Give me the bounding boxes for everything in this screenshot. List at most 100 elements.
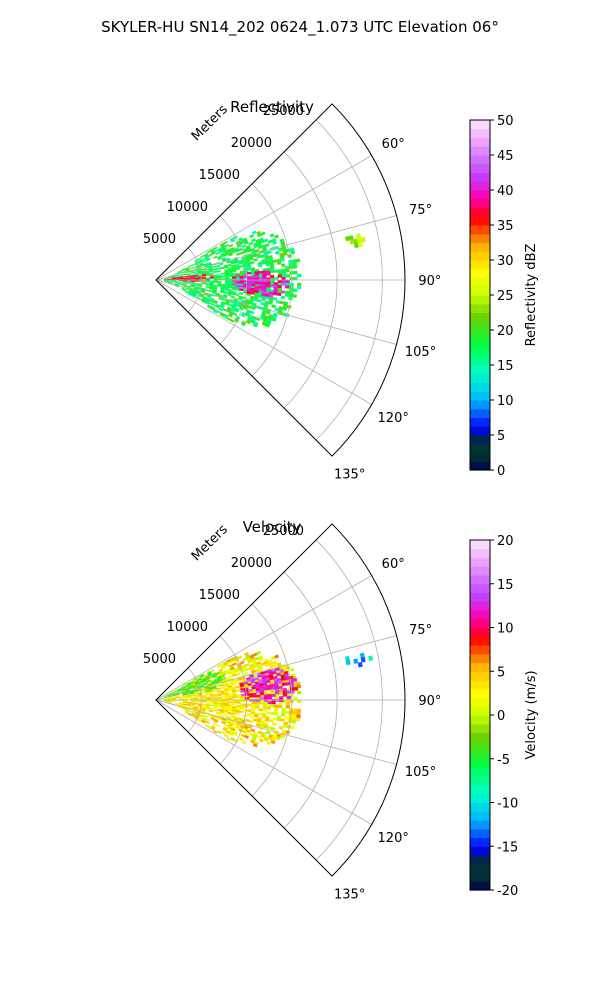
colorbar-tick-label: 35 bbox=[497, 219, 514, 234]
colorbar-band bbox=[470, 671, 490, 681]
colorbar-tick-label: -5 bbox=[497, 753, 510, 768]
colorbar-band bbox=[470, 566, 490, 576]
colorbar-tick-label: 40 bbox=[497, 184, 514, 199]
colorbar-band bbox=[470, 855, 490, 865]
colorbar-band bbox=[470, 225, 490, 235]
sector-frame bbox=[155, 523, 406, 877]
echo-cell-2 bbox=[163, 671, 227, 698]
radial-tick-label: 10000 bbox=[167, 200, 208, 215]
theta-tick-label: 120° bbox=[378, 411, 409, 426]
colorbar-band bbox=[470, 190, 490, 200]
radial-tick-label: 15000 bbox=[199, 588, 240, 603]
radial-axis-label: Meters bbox=[189, 102, 231, 144]
colorbar-band bbox=[470, 233, 490, 244]
azimuth-spoke-3 bbox=[155, 699, 397, 765]
colorbar-tick-label: 5 bbox=[497, 665, 505, 680]
colorbar-band bbox=[470, 303, 490, 314]
colorbar-band bbox=[470, 312, 490, 322]
colorbar-band bbox=[470, 741, 490, 751]
colorbar-tick-label: 50 bbox=[497, 114, 514, 129]
colorbar-tick-label: 0 bbox=[497, 464, 505, 479]
colorbar-band bbox=[470, 758, 490, 769]
colorbar-band bbox=[470, 400, 490, 410]
colorbar-tick-label: -20 bbox=[497, 884, 518, 899]
colorbar-band bbox=[470, 872, 490, 882]
ppi-panel-0: Reflectivity 5000 10000 15000 20000 25000 Mete… bbox=[143, 98, 539, 483]
radial-tick-label: 20000 bbox=[231, 556, 272, 571]
radial-tick-label: 20000 bbox=[231, 136, 272, 151]
colorbar-band bbox=[470, 207, 490, 217]
colorbar-band bbox=[470, 540, 490, 550]
theta-tick-label: 135° bbox=[334, 468, 365, 483]
colorbar-tick-label: -10 bbox=[497, 797, 518, 812]
colorbar-band bbox=[470, 198, 490, 209]
colorbar-band bbox=[470, 146, 490, 156]
radial-tick-label: 10000 bbox=[167, 620, 208, 635]
ppi-panel-1: Velocity 5000 10000 15000 20000 25000 Meters 60… bbox=[143, 518, 539, 903]
azimuth-spoke-0 bbox=[155, 155, 372, 281]
colorbar-band bbox=[470, 347, 490, 357]
radial-tick-label: 5000 bbox=[143, 232, 176, 247]
colorbar-tick-label: 15 bbox=[497, 578, 514, 593]
colorbar-tick-label: -15 bbox=[497, 840, 518, 855]
theta-tick-label: 90° bbox=[418, 694, 441, 709]
colorbar-band bbox=[470, 242, 490, 252]
theta-tick-label: 105° bbox=[405, 345, 436, 360]
colorbar-band bbox=[470, 776, 490, 786]
colorbar-band bbox=[470, 330, 490, 340]
echo-cell-1 bbox=[239, 667, 299, 705]
colorbar-band bbox=[470, 610, 490, 620]
colorbar-band bbox=[470, 260, 490, 270]
radial-tick-label: 25000 bbox=[263, 104, 304, 119]
colorbar-band bbox=[470, 618, 490, 629]
colorbar-band bbox=[470, 575, 490, 585]
colorbar-band bbox=[470, 181, 490, 191]
colorbar-band bbox=[470, 680, 490, 690]
colorbar-band bbox=[470, 461, 490, 471]
colorbar-band bbox=[470, 417, 490, 427]
echo-field bbox=[163, 230, 366, 328]
colorbar-band bbox=[470, 732, 490, 742]
colorbar-tick-label: 5 bbox=[497, 429, 505, 444]
colorbar-band bbox=[470, 268, 490, 279]
colorbar-tick-label: 15 bbox=[497, 359, 514, 374]
echo-cell-3 bbox=[344, 652, 374, 668]
radial-tick-label: 25000 bbox=[263, 524, 304, 539]
colorbar-band bbox=[470, 592, 490, 602]
colorbar-tick-label: 10 bbox=[497, 622, 514, 637]
colorbar-tick-label: 30 bbox=[497, 254, 514, 269]
sector-frame bbox=[155, 103, 406, 457]
colorbar-band bbox=[470, 636, 490, 646]
colorbar-band bbox=[470, 706, 490, 716]
colorbar-band bbox=[470, 863, 490, 874]
azimuth-spoke-3 bbox=[155, 279, 397, 345]
colorbar-band bbox=[470, 172, 490, 182]
theta-tick-label: 120° bbox=[378, 831, 409, 846]
colorbar-band bbox=[470, 715, 490, 725]
figure-suptitle: SKYLER-HU SN14_202 0624_1.073 UTC Elevat… bbox=[101, 18, 499, 37]
colorbar-band bbox=[470, 802, 490, 812]
colorbar-band bbox=[470, 653, 490, 664]
colorbar-band bbox=[470, 828, 490, 839]
radial-tick-label: 5000 bbox=[143, 652, 176, 667]
theta-tick-label: 75° bbox=[409, 203, 432, 218]
colorbar-tick-label: 20 bbox=[497, 534, 514, 549]
polar-grid bbox=[155, 119, 405, 457]
colorbar-band bbox=[470, 356, 490, 366]
colorbar-band bbox=[470, 216, 490, 226]
colorbar-band bbox=[470, 286, 490, 296]
radial-tick-label: 15000 bbox=[199, 168, 240, 183]
colorbar-band bbox=[470, 793, 490, 804]
colorbar-tick-label: 10 bbox=[497, 394, 514, 409]
colorbar-band bbox=[470, 452, 490, 462]
echo-cell-3 bbox=[344, 233, 366, 249]
colorbar-band bbox=[470, 601, 490, 611]
colorbar-band bbox=[470, 373, 490, 384]
colorbar-label: Reflectivity dBZ bbox=[524, 244, 539, 347]
colorbar-band bbox=[470, 837, 490, 847]
colorbar-band bbox=[470, 128, 490, 139]
colorbar-band bbox=[470, 548, 490, 559]
theta-tick-label: 60° bbox=[382, 557, 405, 572]
colorbar-band bbox=[470, 277, 490, 287]
